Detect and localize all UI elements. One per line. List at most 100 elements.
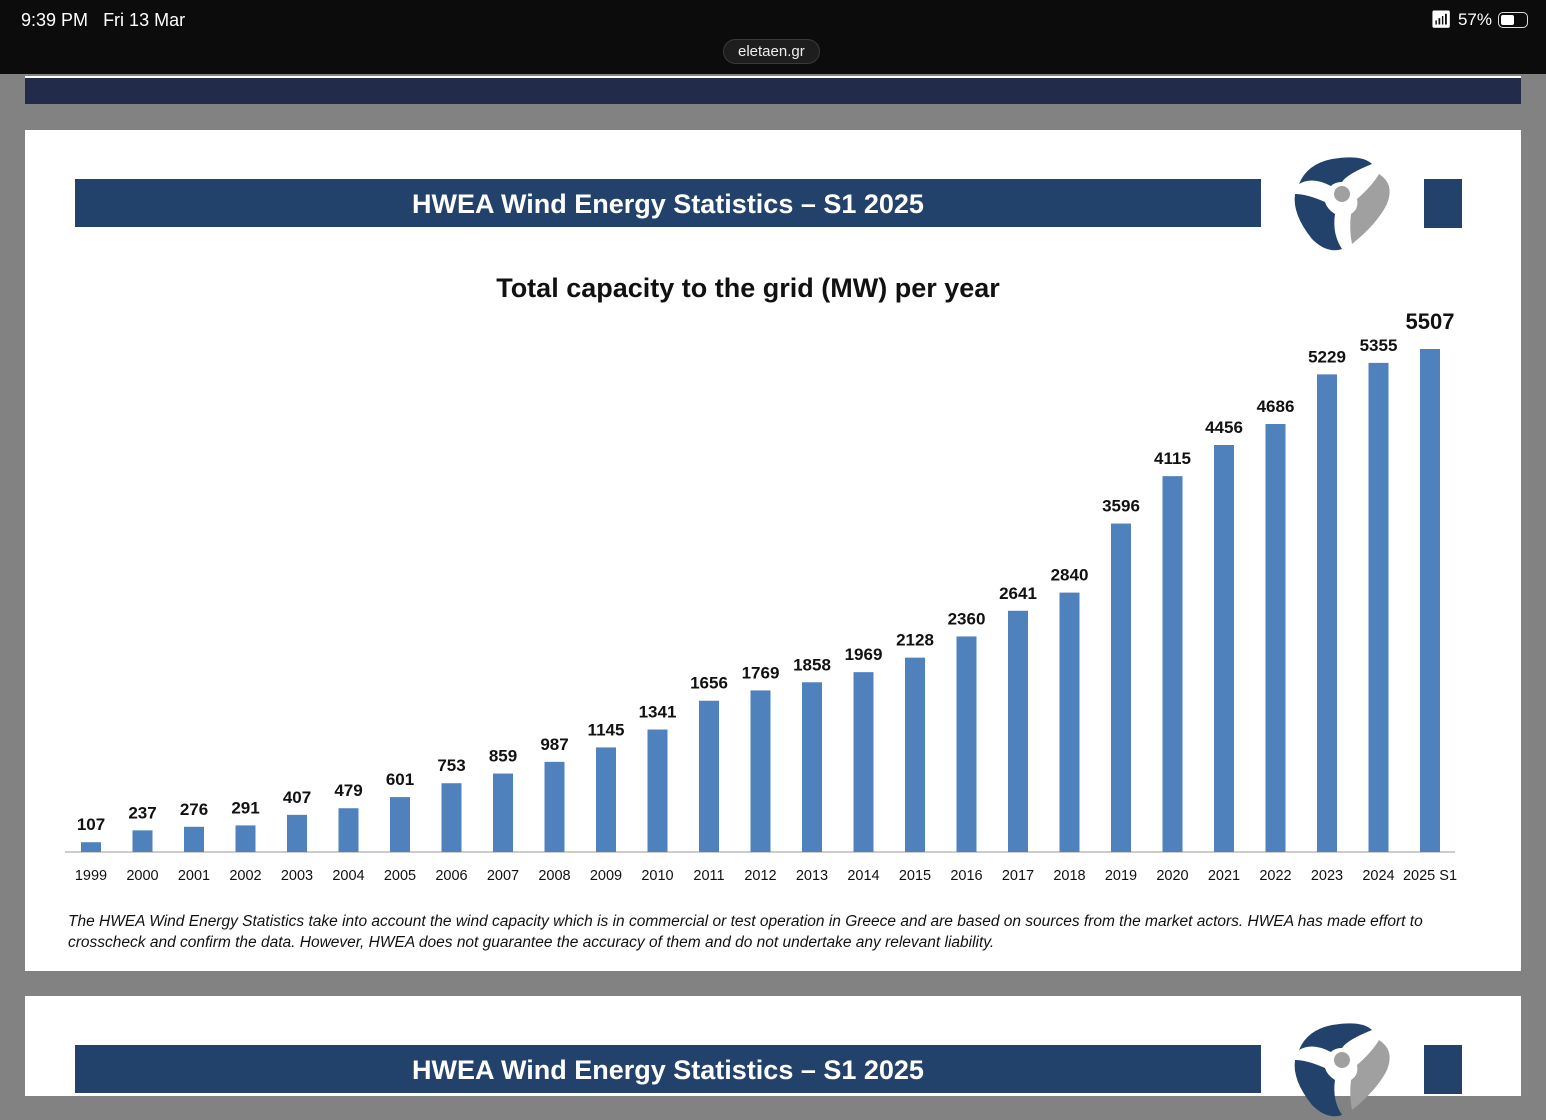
data-label: 1145 bbox=[588, 720, 625, 739]
data-label: 1341 bbox=[639, 703, 677, 722]
bar bbox=[750, 690, 771, 852]
x-tick-label: 2022 bbox=[1259, 868, 1291, 884]
bar bbox=[1111, 523, 1131, 852]
data-label: 2641 bbox=[999, 584, 1037, 603]
x-tick-label: 2020 bbox=[1156, 868, 1188, 884]
capacity-bar-chart: 107 1999 237 2000 276 2001 291 2002 407 2003 479 20… bbox=[65, 309, 1457, 884]
bar bbox=[853, 672, 874, 852]
data-label: 753 bbox=[437, 756, 465, 775]
bar bbox=[544, 761, 565, 852]
previous-slide-edge bbox=[25, 76, 1521, 104]
data-label: 407 bbox=[283, 788, 311, 807]
wifi-icon: 📶︎ bbox=[1430, 10, 1452, 29]
x-tick-label: 2004 bbox=[332, 868, 364, 884]
data-label: 4115 bbox=[1154, 449, 1191, 468]
x-tick-label: 2015 bbox=[899, 868, 931, 884]
data-label: 5355 bbox=[1360, 336, 1398, 355]
data-label: 237 bbox=[128, 803, 156, 822]
bar bbox=[287, 814, 307, 852]
bar bbox=[1162, 476, 1183, 852]
url-pill[interactable]: eletaen.gr bbox=[723, 39, 820, 64]
bar bbox=[441, 783, 462, 852]
hwea-logo-icon bbox=[1294, 157, 1390, 251]
bar bbox=[390, 797, 410, 852]
x-tick-label: 2024 bbox=[1362, 868, 1394, 884]
x-tick-label: 2011 bbox=[693, 868, 724, 884]
bar bbox=[1059, 592, 1080, 852]
x-tick-label: 2002 bbox=[229, 868, 261, 884]
data-label: 987 bbox=[540, 735, 568, 754]
battery-percent: 57% bbox=[1457, 10, 1492, 29]
x-tick-label: 2000 bbox=[126, 868, 158, 884]
status-bar: 9:39 PM Fri 13 Mar eletaen.gr 📶︎ 57% bbox=[0, 0, 1546, 74]
slide-header: HWEA Wind Energy Statistics – S1 2025 bbox=[75, 1045, 1261, 1093]
bar bbox=[802, 682, 822, 852]
slide-capacity: HWEA Wind Energy Statistics – S1 2025 To… bbox=[25, 130, 1521, 971]
data-label: 601 bbox=[386, 770, 414, 789]
data-label: 2128 bbox=[896, 631, 934, 650]
battery-icon bbox=[1498, 12, 1528, 28]
status-time: 9:39 PM Fri 13 Mar bbox=[21, 10, 186, 30]
x-tick-label: 2014 bbox=[847, 868, 879, 884]
data-label: 5507 bbox=[1406, 309, 1455, 334]
slide-next: HWEA Wind Energy Statistics – S1 2025 bbox=[25, 996, 1521, 1117]
data-label: 5229 bbox=[1308, 347, 1346, 366]
slide-header: HWEA Wind Energy Statistics – S1 2025 bbox=[75, 179, 1261, 227]
bar bbox=[1214, 444, 1234, 852]
bar bbox=[647, 729, 668, 852]
bar bbox=[338, 808, 359, 852]
x-tick-label: 2021 bbox=[1208, 868, 1240, 884]
x-tick-label: 2005 bbox=[384, 868, 416, 884]
data-label: 1769 bbox=[742, 663, 780, 682]
x-tick-label: 2009 bbox=[590, 868, 622, 884]
bar bbox=[956, 636, 977, 852]
data-label: 4456 bbox=[1205, 418, 1243, 437]
bar bbox=[596, 747, 616, 852]
data-label: 859 bbox=[489, 747, 517, 766]
x-tick-label: 2008 bbox=[538, 868, 570, 884]
data-label: 2360 bbox=[948, 609, 986, 628]
hwea-logo-icon bbox=[1294, 1023, 1390, 1117]
bar bbox=[1265, 423, 1286, 852]
x-tick-label: 2023 bbox=[1311, 868, 1343, 884]
bar bbox=[235, 825, 256, 852]
bar bbox=[699, 700, 719, 852]
data-label: 3596 bbox=[1102, 497, 1140, 516]
chart-title: Total capacity to the grid (MW) per year bbox=[496, 273, 1000, 303]
header-square bbox=[1424, 1045, 1462, 1094]
x-tick-label: 2016 bbox=[950, 868, 982, 884]
data-label: 2840 bbox=[1051, 566, 1089, 585]
x-tick-label: 2013 bbox=[796, 868, 828, 884]
footnote: The HWEA Wind Energy Statistics take int… bbox=[68, 913, 1423, 951]
data-label: 291 bbox=[231, 798, 259, 817]
x-tick-label: 2019 bbox=[1105, 868, 1137, 884]
data-label: 4686 bbox=[1257, 397, 1295, 416]
x-tick-label: 2010 bbox=[641, 868, 673, 884]
bar bbox=[132, 830, 153, 852]
bar bbox=[1317, 374, 1337, 852]
x-tick-label: 1999 bbox=[75, 868, 107, 884]
x-tick-label: 2017 bbox=[1002, 868, 1034, 884]
x-tick-label: 2018 bbox=[1053, 868, 1085, 884]
x-tick-label: 2006 bbox=[435, 868, 467, 884]
data-label: 107 bbox=[77, 815, 105, 834]
data-label: 1969 bbox=[845, 645, 883, 664]
x-tick-label: 2012 bbox=[744, 868, 776, 884]
bar bbox=[1008, 610, 1028, 852]
x-tick-label: 2001 bbox=[178, 868, 210, 884]
data-label: 276 bbox=[180, 800, 208, 819]
x-tick-label: 2003 bbox=[281, 868, 313, 884]
bar bbox=[1368, 362, 1389, 852]
x-tick-label: 2025 S1 bbox=[1403, 868, 1457, 884]
data-label: 479 bbox=[334, 781, 362, 800]
header-square bbox=[1424, 179, 1462, 228]
x-tick-label: 2007 bbox=[487, 868, 519, 884]
bar bbox=[184, 826, 204, 852]
battery-status: 📶︎ 57% bbox=[1430, 10, 1528, 30]
data-label: 1858 bbox=[793, 655, 831, 674]
bar bbox=[905, 657, 925, 852]
bar bbox=[493, 773, 513, 852]
data-label: 1656 bbox=[690, 674, 728, 693]
bar bbox=[81, 842, 101, 852]
bar bbox=[1420, 349, 1440, 852]
